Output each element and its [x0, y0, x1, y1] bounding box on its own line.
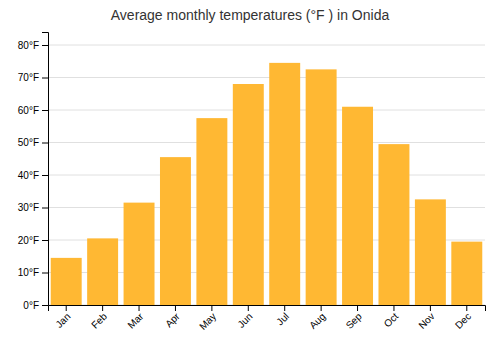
y-tick-mark: [42, 175, 48, 176]
y-tick-label: 20°F: [18, 235, 39, 246]
x-tick-mark: [284, 305, 285, 311]
y-tick-label: 80°F: [18, 40, 39, 51]
x-tick-label: Jun: [235, 311, 254, 330]
x-tick: Sep: [344, 305, 365, 331]
x-tick: Oct: [382, 305, 401, 329]
y-tick: 80°F: [18, 40, 48, 51]
x-tick-label: Nov: [416, 311, 436, 331]
x-tick-mark: [66, 305, 67, 311]
y-tick: 60°F: [18, 105, 48, 116]
title: Average monthly temperatures (°F ) in On…: [111, 7, 390, 23]
x-tick: Jun: [235, 305, 254, 330]
x-tick: Mar: [125, 305, 145, 331]
y-tick-label: 50°F: [18, 137, 39, 148]
bar: [51, 258, 82, 305]
y-tick: 30°F: [18, 202, 48, 213]
x-tick-label: Aug: [307, 311, 327, 331]
y-tick-mark: [42, 273, 48, 274]
x-tick: May: [197, 305, 218, 332]
y-tick: 40°F: [18, 170, 48, 181]
bar: [87, 238, 118, 305]
x-tick-mark: [321, 305, 322, 311]
x-tick-label: Jul: [274, 311, 291, 328]
y-tick-mark: [42, 45, 48, 46]
bar: [124, 203, 155, 305]
bar: [378, 144, 409, 305]
y-tick-mark: [42, 305, 48, 306]
x-axis-line: [49, 306, 486, 312]
y-tick-mark: [42, 240, 48, 241]
grid-line: [48, 45, 485, 46]
grid-line: [48, 77, 485, 78]
grid-line: [48, 175, 485, 176]
x-tick-mark: [102, 305, 103, 311]
x-tick-label: Apr: [163, 310, 182, 329]
grid-line: [48, 110, 485, 111]
y-tick-label: 60°F: [18, 105, 39, 116]
y-tick-mark: [42, 110, 48, 111]
x-tick: Aug: [307, 305, 327, 331]
chart-container: 0°F 10°F 20°F 30°F 40°F 50°F 60°F 70°F 80°F Jan Fe…: [0, 0, 500, 350]
x-tick-mark: [211, 305, 212, 311]
x-tick-label: Oct: [382, 311, 401, 330]
x-tick-mark: [175, 305, 176, 311]
plot-area: 0°F 10°F 20°F 30°F 40°F 50°F 60°F 70°F 80°F Jan Fe…: [18, 33, 486, 332]
y-tick-mark: [42, 143, 48, 144]
y-tick-label: 30°F: [18, 202, 39, 213]
x-tick-mark: [248, 305, 249, 311]
y-tick: 20°F: [18, 235, 48, 246]
y-tick-label: 0°F: [23, 300, 39, 311]
y-tick-label: 10°F: [18, 267, 39, 278]
x-tick-label: May: [197, 311, 218, 332]
x-axis: Jan Feb Mar Apr May Jun Jul Aug Sep Oct Nov Dec: [49, 305, 486, 332]
bar: [415, 199, 446, 305]
y-axis-line: [42, 33, 49, 306]
x-tick-label: Sep: [344, 310, 365, 331]
x-tick-mark: [430, 305, 431, 311]
x-tick: Nov: [416, 305, 436, 331]
x-tick-mark: [393, 305, 394, 311]
y-tick-label: 70°F: [18, 72, 39, 83]
x-tick-label: Jan: [53, 311, 72, 330]
grid-line: [48, 142, 485, 143]
bar: [269, 63, 300, 305]
y-tick: 10°F: [18, 267, 48, 278]
x-tick: Apr: [163, 305, 182, 329]
y-tick: 50°F: [18, 137, 48, 148]
bar: [306, 69, 337, 305]
y-tick-mark: [42, 208, 48, 209]
y-tick-mark: [42, 78, 48, 79]
bar: [233, 84, 264, 305]
x-tick-label: Mar: [125, 310, 145, 330]
grid: [48, 45, 485, 305]
x-tick-mark: [357, 305, 358, 311]
x-tick: Feb: [89, 305, 109, 331]
x-tick-label: Dec: [453, 311, 473, 331]
chart-svg: 0°F 10°F 20°F 30°F 40°F 50°F 60°F 70°F 80°F Jan Fe…: [0, 0, 500, 350]
x-tick-label: Feb: [89, 310, 109, 330]
x-tick: Dec: [453, 305, 473, 331]
x-tick: Jul: [274, 305, 291, 327]
bars: [51, 63, 483, 305]
x-tick-mark: [139, 305, 140, 311]
x-tick-mark: [466, 305, 467, 311]
y-tick: 70°F: [18, 72, 48, 83]
bar: [196, 118, 227, 305]
bar: [160, 157, 191, 305]
bar: [342, 107, 373, 305]
y-tick-label: 40°F: [18, 170, 39, 181]
bar: [451, 242, 482, 305]
x-tick: Jan: [53, 305, 72, 330]
y-axis: 0°F 10°F 20°F 30°F 40°F 50°F 60°F 70°F 80°F: [18, 33, 49, 311]
y-tick: 0°F: [23, 300, 48, 311]
